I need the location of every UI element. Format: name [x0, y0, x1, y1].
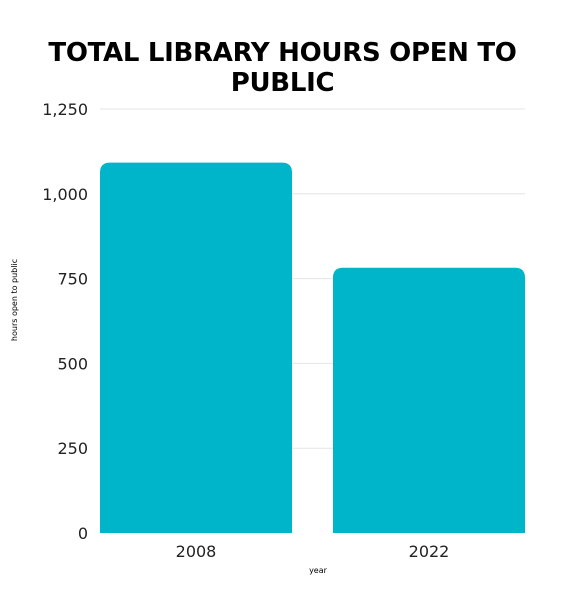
x-tick-label: 2008 [176, 542, 217, 561]
y-tick-label: 750 [57, 270, 88, 289]
x-axis-title: year [309, 566, 328, 575]
x-tick-labels: 2008 2022 [176, 542, 450, 561]
y-tick-labels: 0 250 500 750 1,000 1,250 [42, 100, 88, 543]
y-axis-title: hours open to public [10, 259, 19, 341]
y-tick-label: 500 [57, 354, 88, 373]
y-tick-label: 1,250 [42, 100, 88, 119]
y-tick-label: 250 [57, 439, 88, 458]
chart-title: TOTAL LIBRARY HOURS OPEN TO PUBLIC [48, 38, 517, 98]
y-tick-label: 1,000 [42, 185, 88, 204]
bars [100, 162, 525, 533]
bar-2022 [333, 267, 525, 533]
y-tick-label: 0 [78, 524, 88, 543]
bar-2008 [100, 162, 292, 533]
x-tick-label: 2022 [409, 542, 450, 561]
